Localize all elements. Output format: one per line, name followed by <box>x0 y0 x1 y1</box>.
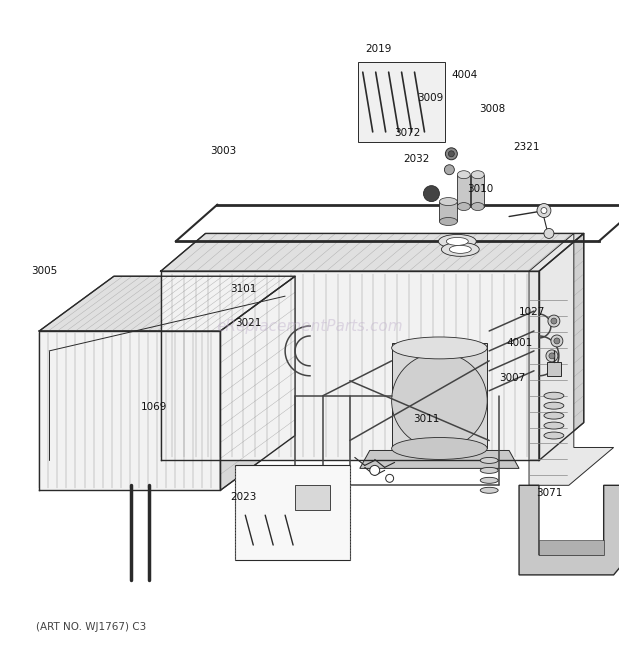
FancyBboxPatch shape <box>458 175 471 206</box>
Ellipse shape <box>544 392 564 399</box>
Ellipse shape <box>544 422 564 429</box>
Text: 3021: 3021 <box>236 318 262 328</box>
FancyBboxPatch shape <box>547 362 561 376</box>
Polygon shape <box>161 233 584 271</box>
Circle shape <box>392 353 487 448</box>
Circle shape <box>537 204 551 217</box>
Text: 3072: 3072 <box>394 128 421 138</box>
Ellipse shape <box>480 467 498 473</box>
FancyBboxPatch shape <box>440 202 458 221</box>
Ellipse shape <box>392 337 487 359</box>
Ellipse shape <box>544 402 564 409</box>
FancyBboxPatch shape <box>392 343 487 448</box>
FancyBboxPatch shape <box>471 175 484 206</box>
Ellipse shape <box>480 457 498 463</box>
Circle shape <box>554 338 560 344</box>
FancyBboxPatch shape <box>236 465 350 560</box>
Ellipse shape <box>471 202 484 211</box>
Text: 3009: 3009 <box>417 93 444 103</box>
Ellipse shape <box>480 487 498 493</box>
Circle shape <box>445 148 458 160</box>
Circle shape <box>544 229 554 239</box>
Circle shape <box>551 335 563 347</box>
Text: 3008: 3008 <box>479 104 505 114</box>
Text: 4004: 4004 <box>451 70 477 80</box>
Text: eReplacementParts.com: eReplacementParts.com <box>216 319 404 334</box>
Ellipse shape <box>440 198 458 206</box>
Text: 3071: 3071 <box>536 488 562 498</box>
Text: 3101: 3101 <box>231 284 257 294</box>
Ellipse shape <box>438 235 476 249</box>
Text: 4001: 4001 <box>506 338 533 348</box>
Polygon shape <box>358 62 445 142</box>
Ellipse shape <box>458 171 471 178</box>
Polygon shape <box>519 485 620 575</box>
Polygon shape <box>360 450 519 469</box>
Ellipse shape <box>440 217 458 225</box>
Text: 2321: 2321 <box>513 142 539 152</box>
Ellipse shape <box>392 438 487 459</box>
Ellipse shape <box>480 477 498 483</box>
Circle shape <box>549 353 555 359</box>
Text: 3011: 3011 <box>414 414 440 424</box>
Ellipse shape <box>471 171 484 178</box>
Circle shape <box>541 208 547 214</box>
Text: 3003: 3003 <box>210 146 237 156</box>
Circle shape <box>386 475 394 483</box>
Circle shape <box>548 315 560 327</box>
Ellipse shape <box>544 432 564 439</box>
Text: 3007: 3007 <box>499 373 525 383</box>
FancyBboxPatch shape <box>295 485 330 510</box>
Polygon shape <box>39 276 295 331</box>
Circle shape <box>546 350 558 362</box>
Circle shape <box>551 318 557 324</box>
Ellipse shape <box>450 245 471 253</box>
Circle shape <box>448 151 454 157</box>
Polygon shape <box>161 271 539 461</box>
Ellipse shape <box>544 412 564 419</box>
Circle shape <box>423 186 440 202</box>
Ellipse shape <box>446 237 468 245</box>
Circle shape <box>370 465 379 475</box>
Circle shape <box>445 165 454 175</box>
Ellipse shape <box>458 202 471 211</box>
Polygon shape <box>39 331 220 490</box>
Text: 2023: 2023 <box>231 492 257 502</box>
Text: 2019: 2019 <box>365 44 391 54</box>
Polygon shape <box>539 233 584 461</box>
Text: (ART NO. WJ1767) C3: (ART NO. WJ1767) C3 <box>36 621 146 632</box>
Text: 3005: 3005 <box>31 266 58 276</box>
Polygon shape <box>539 540 604 555</box>
Ellipse shape <box>441 243 479 256</box>
Text: 1027: 1027 <box>519 307 546 317</box>
Text: 1069: 1069 <box>141 402 167 412</box>
Text: 3010: 3010 <box>467 184 494 194</box>
Polygon shape <box>529 233 614 485</box>
Polygon shape <box>220 276 295 490</box>
Text: 2032: 2032 <box>404 154 430 164</box>
